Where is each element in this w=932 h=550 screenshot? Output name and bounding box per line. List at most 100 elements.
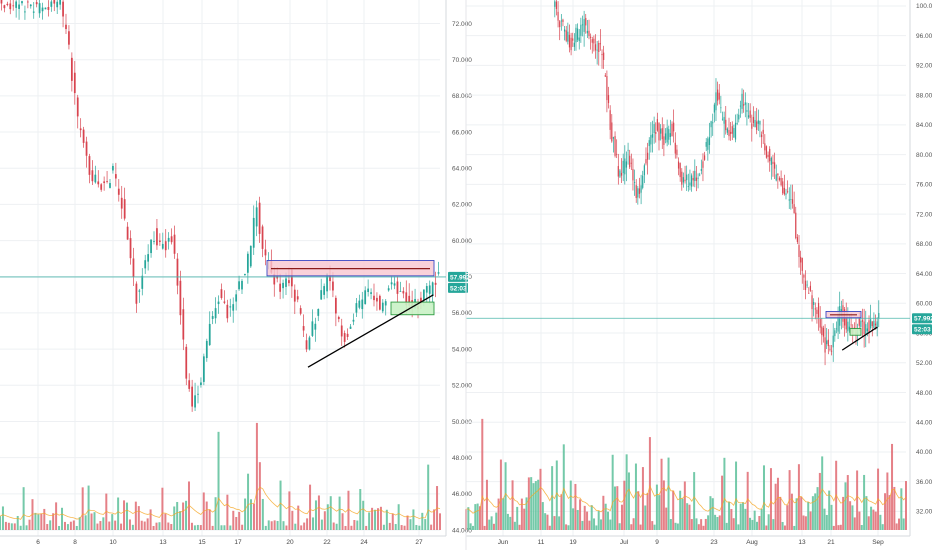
y-tick-label: 100.000 xyxy=(916,3,932,10)
candle-body xyxy=(572,38,574,41)
candle-body xyxy=(699,174,701,176)
volume-bar xyxy=(562,444,565,530)
volume-bar xyxy=(676,523,679,530)
candle-body xyxy=(708,137,711,146)
candle-body xyxy=(573,42,575,47)
volume-bar xyxy=(469,523,472,530)
candle-body xyxy=(138,290,141,292)
candle-body xyxy=(103,181,106,184)
candle-body xyxy=(860,320,862,328)
volume-bar xyxy=(161,487,164,530)
candle-body xyxy=(734,122,737,140)
volume-bar xyxy=(332,522,335,530)
candle-body xyxy=(358,300,361,308)
candle-body xyxy=(780,178,782,186)
candle-body xyxy=(431,282,434,296)
volume-bar xyxy=(179,511,182,530)
volume-bar xyxy=(430,524,433,530)
volume-bar xyxy=(394,524,397,530)
volume-bar xyxy=(704,518,707,530)
price-candles xyxy=(0,0,440,412)
volume-bar xyxy=(772,519,775,530)
candle-body xyxy=(703,155,706,160)
volume-bar xyxy=(282,521,285,530)
candle-body xyxy=(26,1,29,3)
volume-bar xyxy=(379,506,382,530)
volume-bar xyxy=(802,515,805,530)
volume-bar xyxy=(193,525,196,530)
x-tick-label: 6 xyxy=(36,539,40,546)
volume-bar xyxy=(244,498,247,530)
volume-bar xyxy=(276,520,279,530)
candle-body xyxy=(627,149,629,151)
volume-bar xyxy=(143,521,146,530)
y-tick-label: 46.000 xyxy=(452,491,472,498)
candle-body xyxy=(606,76,608,101)
candle-body xyxy=(563,29,566,32)
volume-bar xyxy=(623,480,626,530)
volume-bar xyxy=(725,522,728,530)
candle-body xyxy=(770,157,772,165)
volume-bar xyxy=(478,506,481,530)
volume-bar xyxy=(551,466,554,530)
candle-body xyxy=(865,324,867,335)
candle-body xyxy=(785,193,787,195)
volume-bar xyxy=(335,523,338,530)
volume-bar xyxy=(711,498,714,530)
volume-bar xyxy=(600,519,603,530)
candle-body xyxy=(437,272,440,274)
volume-bar xyxy=(40,513,43,530)
volume-bar xyxy=(776,477,779,530)
candle-body xyxy=(669,133,672,137)
candle-body xyxy=(94,174,97,183)
volume-bar xyxy=(303,522,306,530)
y-tick-label: 36.000 xyxy=(916,479,932,486)
candle-body xyxy=(773,162,776,169)
volume-bar xyxy=(786,505,789,530)
candle-body xyxy=(653,124,655,134)
x-tick-label: 17 xyxy=(234,539,242,546)
candle-body xyxy=(147,254,150,262)
volume-bar xyxy=(10,523,13,530)
volume-bar xyxy=(604,503,607,530)
x-tick-label: 20 xyxy=(286,539,294,546)
volume-bar xyxy=(856,470,859,530)
candle-body xyxy=(238,281,240,290)
candle-body xyxy=(129,238,132,259)
volume-bar xyxy=(146,518,149,530)
volume-bar xyxy=(541,502,544,530)
volume-bar xyxy=(488,519,491,530)
candle-body xyxy=(273,274,276,285)
candle-body xyxy=(76,97,79,117)
volume-bar xyxy=(270,521,273,530)
candle-body xyxy=(68,31,70,45)
volume-bar xyxy=(823,508,826,530)
volume-bar xyxy=(412,509,415,530)
candle-body xyxy=(638,188,641,194)
ascending-trend-line xyxy=(307,294,434,368)
volume-bar xyxy=(851,505,854,530)
candle-body xyxy=(863,321,865,334)
volume-bar xyxy=(471,525,474,530)
candle-body xyxy=(302,326,305,331)
candle-body xyxy=(682,177,685,183)
candle-body xyxy=(229,306,232,308)
candle-body xyxy=(88,156,91,175)
candle-body xyxy=(809,285,812,291)
candle-body xyxy=(575,27,577,43)
volume-bar xyxy=(499,459,502,530)
candle-body xyxy=(878,313,880,319)
candle-body xyxy=(73,72,76,94)
volume-bar xyxy=(72,520,75,530)
candle-body xyxy=(725,119,727,131)
candle-body xyxy=(795,212,797,238)
volume-bar xyxy=(241,524,244,530)
volume-bar xyxy=(548,525,551,530)
y-tick-label: 66.000 xyxy=(452,129,472,136)
volume-bar xyxy=(25,525,28,530)
price-badge-label: 57.992 xyxy=(450,274,470,281)
candle-body xyxy=(668,129,670,140)
x-tick-label: Sep xyxy=(872,539,884,546)
volume-bar xyxy=(648,437,651,530)
